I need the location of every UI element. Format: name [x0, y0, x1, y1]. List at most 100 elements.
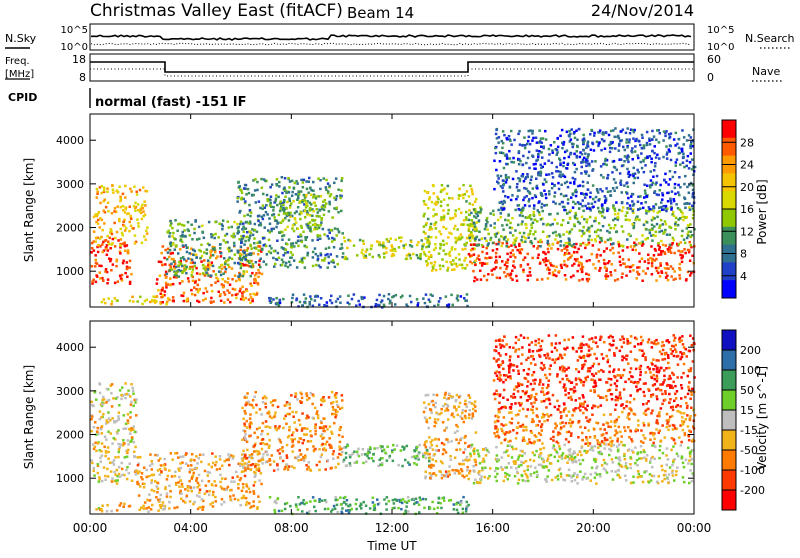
velocity-cell-3: [332, 458, 335, 461]
power-cell-12: [522, 175, 525, 178]
power-cell-4: [248, 239, 251, 242]
velocity-cell-0: [99, 383, 102, 386]
velocity-cell-3: [274, 411, 277, 414]
power-ytick-label: 2000: [56, 222, 84, 235]
velocity-cell-2: [245, 490, 248, 493]
velocity-cell-5: [369, 507, 372, 510]
power-cell-12: [531, 197, 534, 200]
power-cell-12: [533, 204, 536, 207]
power-cell-11: [658, 210, 661, 213]
velocity-cell-0: [102, 413, 105, 416]
power-cell-6: [306, 213, 309, 216]
velocity-cell-3: [322, 417, 325, 420]
power-cell-10: [599, 267, 602, 270]
velocity-cell-5: [333, 505, 336, 508]
power-cell-1: [108, 243, 111, 246]
power-cell-12: [576, 155, 579, 158]
power-cell-11: [574, 215, 577, 218]
power-cell-12: [553, 141, 556, 144]
power-cell-5: [243, 187, 246, 190]
power-cell-12: [675, 132, 678, 135]
velocity-cell-2: [200, 461, 203, 464]
velocity-cell-3: [300, 437, 303, 440]
power-cell-12: [686, 202, 689, 205]
velocity-cell-3: [277, 449, 280, 452]
power-cell-5: [296, 266, 299, 269]
power-cell-1: [137, 222, 140, 225]
power-cell-11: [552, 243, 555, 246]
velocity-cell-3: [250, 469, 253, 472]
velocity-cell-2: [221, 465, 224, 468]
velocity-cell-3: [269, 463, 272, 466]
power-cell-10: [472, 270, 475, 273]
velocity-cell-3: [277, 427, 280, 430]
power-cell-7: [419, 255, 422, 257]
power-cell-4: [218, 223, 221, 226]
power-cell-0: [129, 260, 132, 263]
power-cell-11: [474, 238, 477, 241]
power-cell-11: [495, 235, 498, 238]
velocity-cell-4: [396, 444, 399, 447]
power-cell-12: [521, 144, 524, 147]
velocity-cell-2: [198, 491, 201, 494]
power-cell-5: [250, 265, 253, 268]
power-cell-11: [641, 234, 644, 237]
power-cell-12: [540, 206, 543, 209]
power-cell-12: [590, 149, 593, 152]
velocity-cell-2: [174, 452, 177, 455]
power-cell-11: [512, 242, 515, 245]
power-cell-10: [603, 259, 606, 262]
power-cell-10: [618, 245, 621, 248]
velocity-cell-3: [286, 413, 289, 416]
power-cell-4: [185, 266, 188, 269]
power-cell-12: [587, 154, 590, 157]
power-cell-5: [253, 242, 256, 245]
velocity-cell-7: [488, 475, 491, 478]
velocity-cell-6: [443, 449, 446, 452]
power-cell-8: [278, 304, 281, 307]
power-cell-4: [191, 259, 194, 262]
velocity-cell-6: [425, 446, 428, 449]
power-cell-10: [480, 278, 483, 281]
velocity-cell-2: [189, 471, 192, 474]
power-cell-3: [223, 291, 226, 294]
power-cell-12: [601, 138, 604, 141]
velocity-cell-0: [93, 474, 96, 477]
power-cell-6: [321, 218, 324, 221]
power-cell-12: [604, 195, 607, 198]
velocity-cell-6: [438, 449, 441, 452]
power-cell-11: [508, 213, 511, 216]
velocity-cell-0: [97, 427, 100, 430]
velocity-cell-2: [154, 480, 157, 483]
velocity-cell-6: [455, 424, 458, 427]
power-cell-4: [169, 224, 172, 227]
power-cell-10: [683, 248, 686, 251]
velocity-cell-2: [229, 498, 232, 501]
power-cell-5: [260, 178, 263, 181]
power-cell-2: [101, 301, 104, 304]
power-cell-12: [578, 128, 581, 130]
power-cell-12: [572, 193, 575, 196]
power-cell-12: [640, 152, 643, 155]
power-cell-4: [196, 256, 199, 259]
velocity-cell-3: [335, 414, 338, 417]
power-cell-10: [581, 266, 584, 269]
power-cell-5: [243, 243, 246, 246]
velocity-cell-3: [336, 404, 339, 407]
power-cell-4: [174, 272, 177, 275]
velocity-cell-0: [93, 467, 96, 470]
power-cell-10: [655, 279, 658, 282]
power-cell-10: [585, 273, 588, 276]
velocity-cell-2: [258, 501, 261, 504]
power-cell-5: [318, 264, 321, 267]
power-cell-12: [576, 150, 579, 153]
power-cell-12: [670, 208, 673, 211]
power-cell-5: [284, 212, 287, 215]
velocity-cell-0: [90, 401, 93, 404]
power-cell-7: [410, 257, 413, 260]
power-cell-12: [629, 207, 632, 210]
power-cell-1: [134, 202, 137, 205]
power-cell-8: [375, 303, 378, 306]
power-ytick-label: 3000: [56, 178, 84, 191]
power-cell-5: [246, 249, 249, 252]
